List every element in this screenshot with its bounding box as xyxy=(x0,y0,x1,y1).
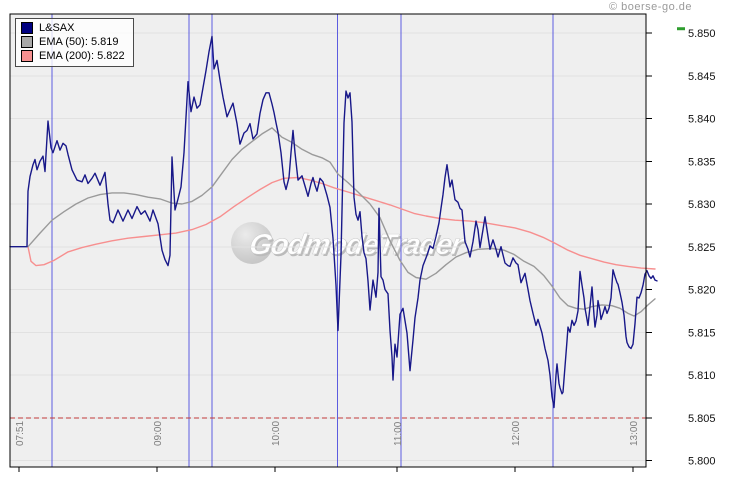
y-tick-label: 5.825 xyxy=(688,242,716,254)
legend-item-ema200: EMA (200): 5.822 xyxy=(21,49,125,63)
y-tick-label: 5.815 xyxy=(688,327,716,339)
legend-label-lsax: L&SAX xyxy=(39,22,75,34)
y-tick-label: 5.810 xyxy=(688,370,716,382)
y-tick-label: 5.850 xyxy=(688,28,716,40)
x-tick-label: 09:00 xyxy=(153,421,164,446)
x-tick-label: 10:00 xyxy=(271,421,282,446)
y-tick-label: 5.840 xyxy=(688,114,716,126)
y-tick-label: 5.805 xyxy=(688,413,716,425)
x-tick-label: 12:00 xyxy=(511,421,522,446)
high-marker xyxy=(677,27,685,31)
legend-label-ema50: EMA (50): 5.819 xyxy=(39,36,119,48)
ema200-line xyxy=(27,176,656,270)
price-line xyxy=(9,35,658,409)
ema200-color-swatch xyxy=(21,50,33,62)
legend-item-lsax: L&SAX xyxy=(21,21,125,35)
watermark-text: GodmodeTrader xyxy=(247,229,467,261)
legend-label-ema200: EMA (200): 5.822 xyxy=(39,50,125,62)
watermark-globe-icon xyxy=(231,222,273,264)
chart-legend: L&SAX EMA (50): 5.819 EMA (200): 5.822 xyxy=(15,18,134,67)
y-tick-label: 5.800 xyxy=(688,456,716,468)
plot-border xyxy=(9,13,647,468)
x-tick-label: 07:51 xyxy=(15,421,26,446)
x-tick-label: 11:00 xyxy=(393,421,404,446)
copyright-text: © boerse-go.de xyxy=(609,1,692,13)
y-tick-label: 5.845 xyxy=(688,71,716,83)
ema50-line xyxy=(27,127,656,317)
y-tick-label: 5.820 xyxy=(688,285,716,297)
legend-item-ema50: EMA (50): 5.819 xyxy=(21,35,125,49)
x-tick-label: 13:00 xyxy=(629,421,640,446)
y-tick-label: 5.830 xyxy=(688,199,716,211)
ema50-color-swatch xyxy=(21,36,33,48)
y-tick-label: 5.835 xyxy=(688,156,716,168)
lsax-color-swatch xyxy=(21,22,33,34)
